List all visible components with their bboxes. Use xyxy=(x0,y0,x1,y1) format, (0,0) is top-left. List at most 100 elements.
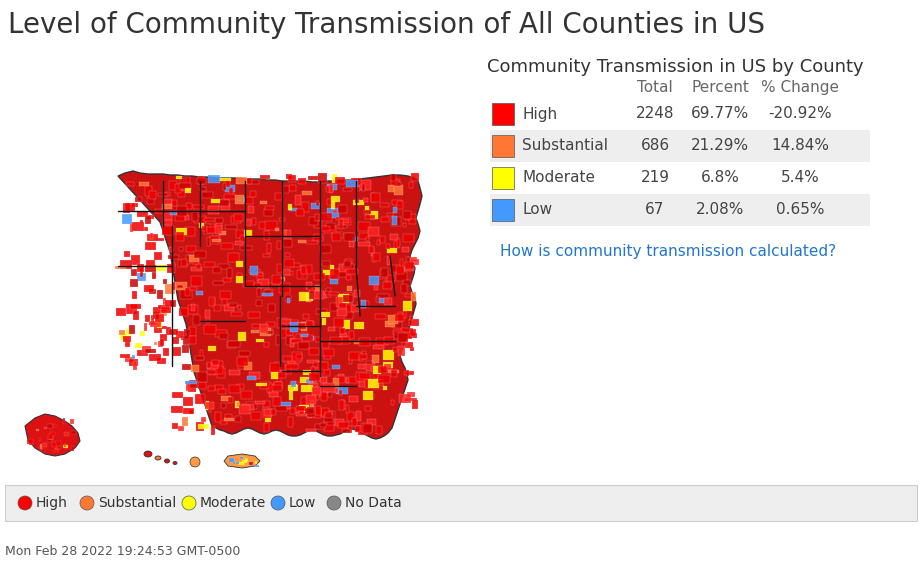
Bar xyxy=(183,397,193,406)
Bar xyxy=(286,320,297,327)
Text: Moderate: Moderate xyxy=(522,170,595,186)
Bar xyxy=(123,214,132,224)
Bar xyxy=(144,228,149,231)
Bar xyxy=(263,283,271,288)
Bar xyxy=(298,240,306,243)
Bar xyxy=(120,354,130,358)
Bar xyxy=(218,368,224,378)
Bar xyxy=(358,426,367,435)
Bar xyxy=(229,303,237,307)
Bar xyxy=(283,186,289,192)
Bar xyxy=(260,201,267,204)
Bar xyxy=(308,383,318,388)
Text: Level of Community Transmission of All Counties in US: Level of Community Transmission of All C… xyxy=(8,11,765,39)
Bar xyxy=(492,167,514,189)
Bar xyxy=(338,294,349,303)
Bar xyxy=(365,379,372,388)
Bar xyxy=(411,291,416,302)
Bar xyxy=(405,333,416,338)
Bar xyxy=(283,356,292,361)
Bar xyxy=(218,264,229,269)
Circle shape xyxy=(182,496,196,510)
Bar xyxy=(296,322,305,326)
Bar xyxy=(149,191,156,199)
Bar xyxy=(237,357,247,366)
Bar xyxy=(147,198,154,204)
Bar xyxy=(314,221,322,228)
Bar xyxy=(349,331,354,338)
Bar xyxy=(47,439,52,442)
Bar xyxy=(410,329,416,336)
Bar xyxy=(211,199,221,203)
Bar xyxy=(281,366,291,374)
Bar xyxy=(220,178,231,181)
Bar xyxy=(185,380,197,384)
Bar xyxy=(260,381,271,389)
Ellipse shape xyxy=(173,461,177,465)
Bar xyxy=(307,407,315,417)
Bar xyxy=(277,241,282,250)
Bar xyxy=(313,362,325,367)
Bar xyxy=(202,226,208,231)
Bar xyxy=(235,195,244,204)
Bar xyxy=(163,199,172,205)
Bar xyxy=(174,183,182,193)
Bar xyxy=(396,272,407,281)
Bar xyxy=(366,393,375,398)
Bar xyxy=(119,330,126,335)
Bar xyxy=(383,350,394,360)
Bar xyxy=(169,329,177,335)
Bar xyxy=(246,218,251,226)
Bar xyxy=(206,319,210,323)
Bar xyxy=(230,188,234,196)
Bar xyxy=(389,315,398,324)
Ellipse shape xyxy=(155,456,161,460)
Bar xyxy=(378,294,389,299)
Bar xyxy=(275,193,282,200)
Bar xyxy=(383,362,393,368)
Bar xyxy=(318,173,327,183)
Bar xyxy=(161,310,167,316)
Bar xyxy=(255,465,258,468)
Bar xyxy=(306,430,317,432)
Bar xyxy=(126,304,137,314)
Bar xyxy=(384,337,393,344)
Bar xyxy=(335,419,344,426)
Bar xyxy=(355,411,361,421)
Bar xyxy=(286,336,294,345)
Bar xyxy=(244,362,252,370)
Bar xyxy=(264,409,272,417)
Bar xyxy=(239,351,250,356)
Bar xyxy=(301,397,307,405)
Bar xyxy=(358,242,370,246)
Bar xyxy=(182,417,187,426)
Bar xyxy=(282,230,291,239)
Bar xyxy=(314,234,323,239)
Bar xyxy=(65,432,68,436)
Bar xyxy=(279,287,290,294)
Bar xyxy=(394,186,402,195)
Bar xyxy=(164,213,172,220)
Bar xyxy=(327,199,334,205)
Bar xyxy=(323,383,335,392)
Bar xyxy=(244,230,252,237)
Bar xyxy=(188,380,199,388)
Bar xyxy=(133,222,144,231)
Bar xyxy=(171,262,174,267)
Bar xyxy=(200,417,206,422)
Bar xyxy=(169,247,174,252)
Bar xyxy=(145,349,156,353)
Bar xyxy=(39,446,42,449)
Bar xyxy=(324,414,333,422)
Bar xyxy=(125,203,135,211)
Bar xyxy=(382,386,387,390)
Text: 14.84%: 14.84% xyxy=(771,139,829,153)
Bar xyxy=(137,211,148,217)
Bar xyxy=(219,200,230,206)
Bar xyxy=(310,378,316,383)
Bar xyxy=(198,423,210,429)
Bar xyxy=(405,215,415,220)
Bar xyxy=(336,217,340,220)
Bar xyxy=(399,394,411,403)
Bar xyxy=(234,214,243,221)
